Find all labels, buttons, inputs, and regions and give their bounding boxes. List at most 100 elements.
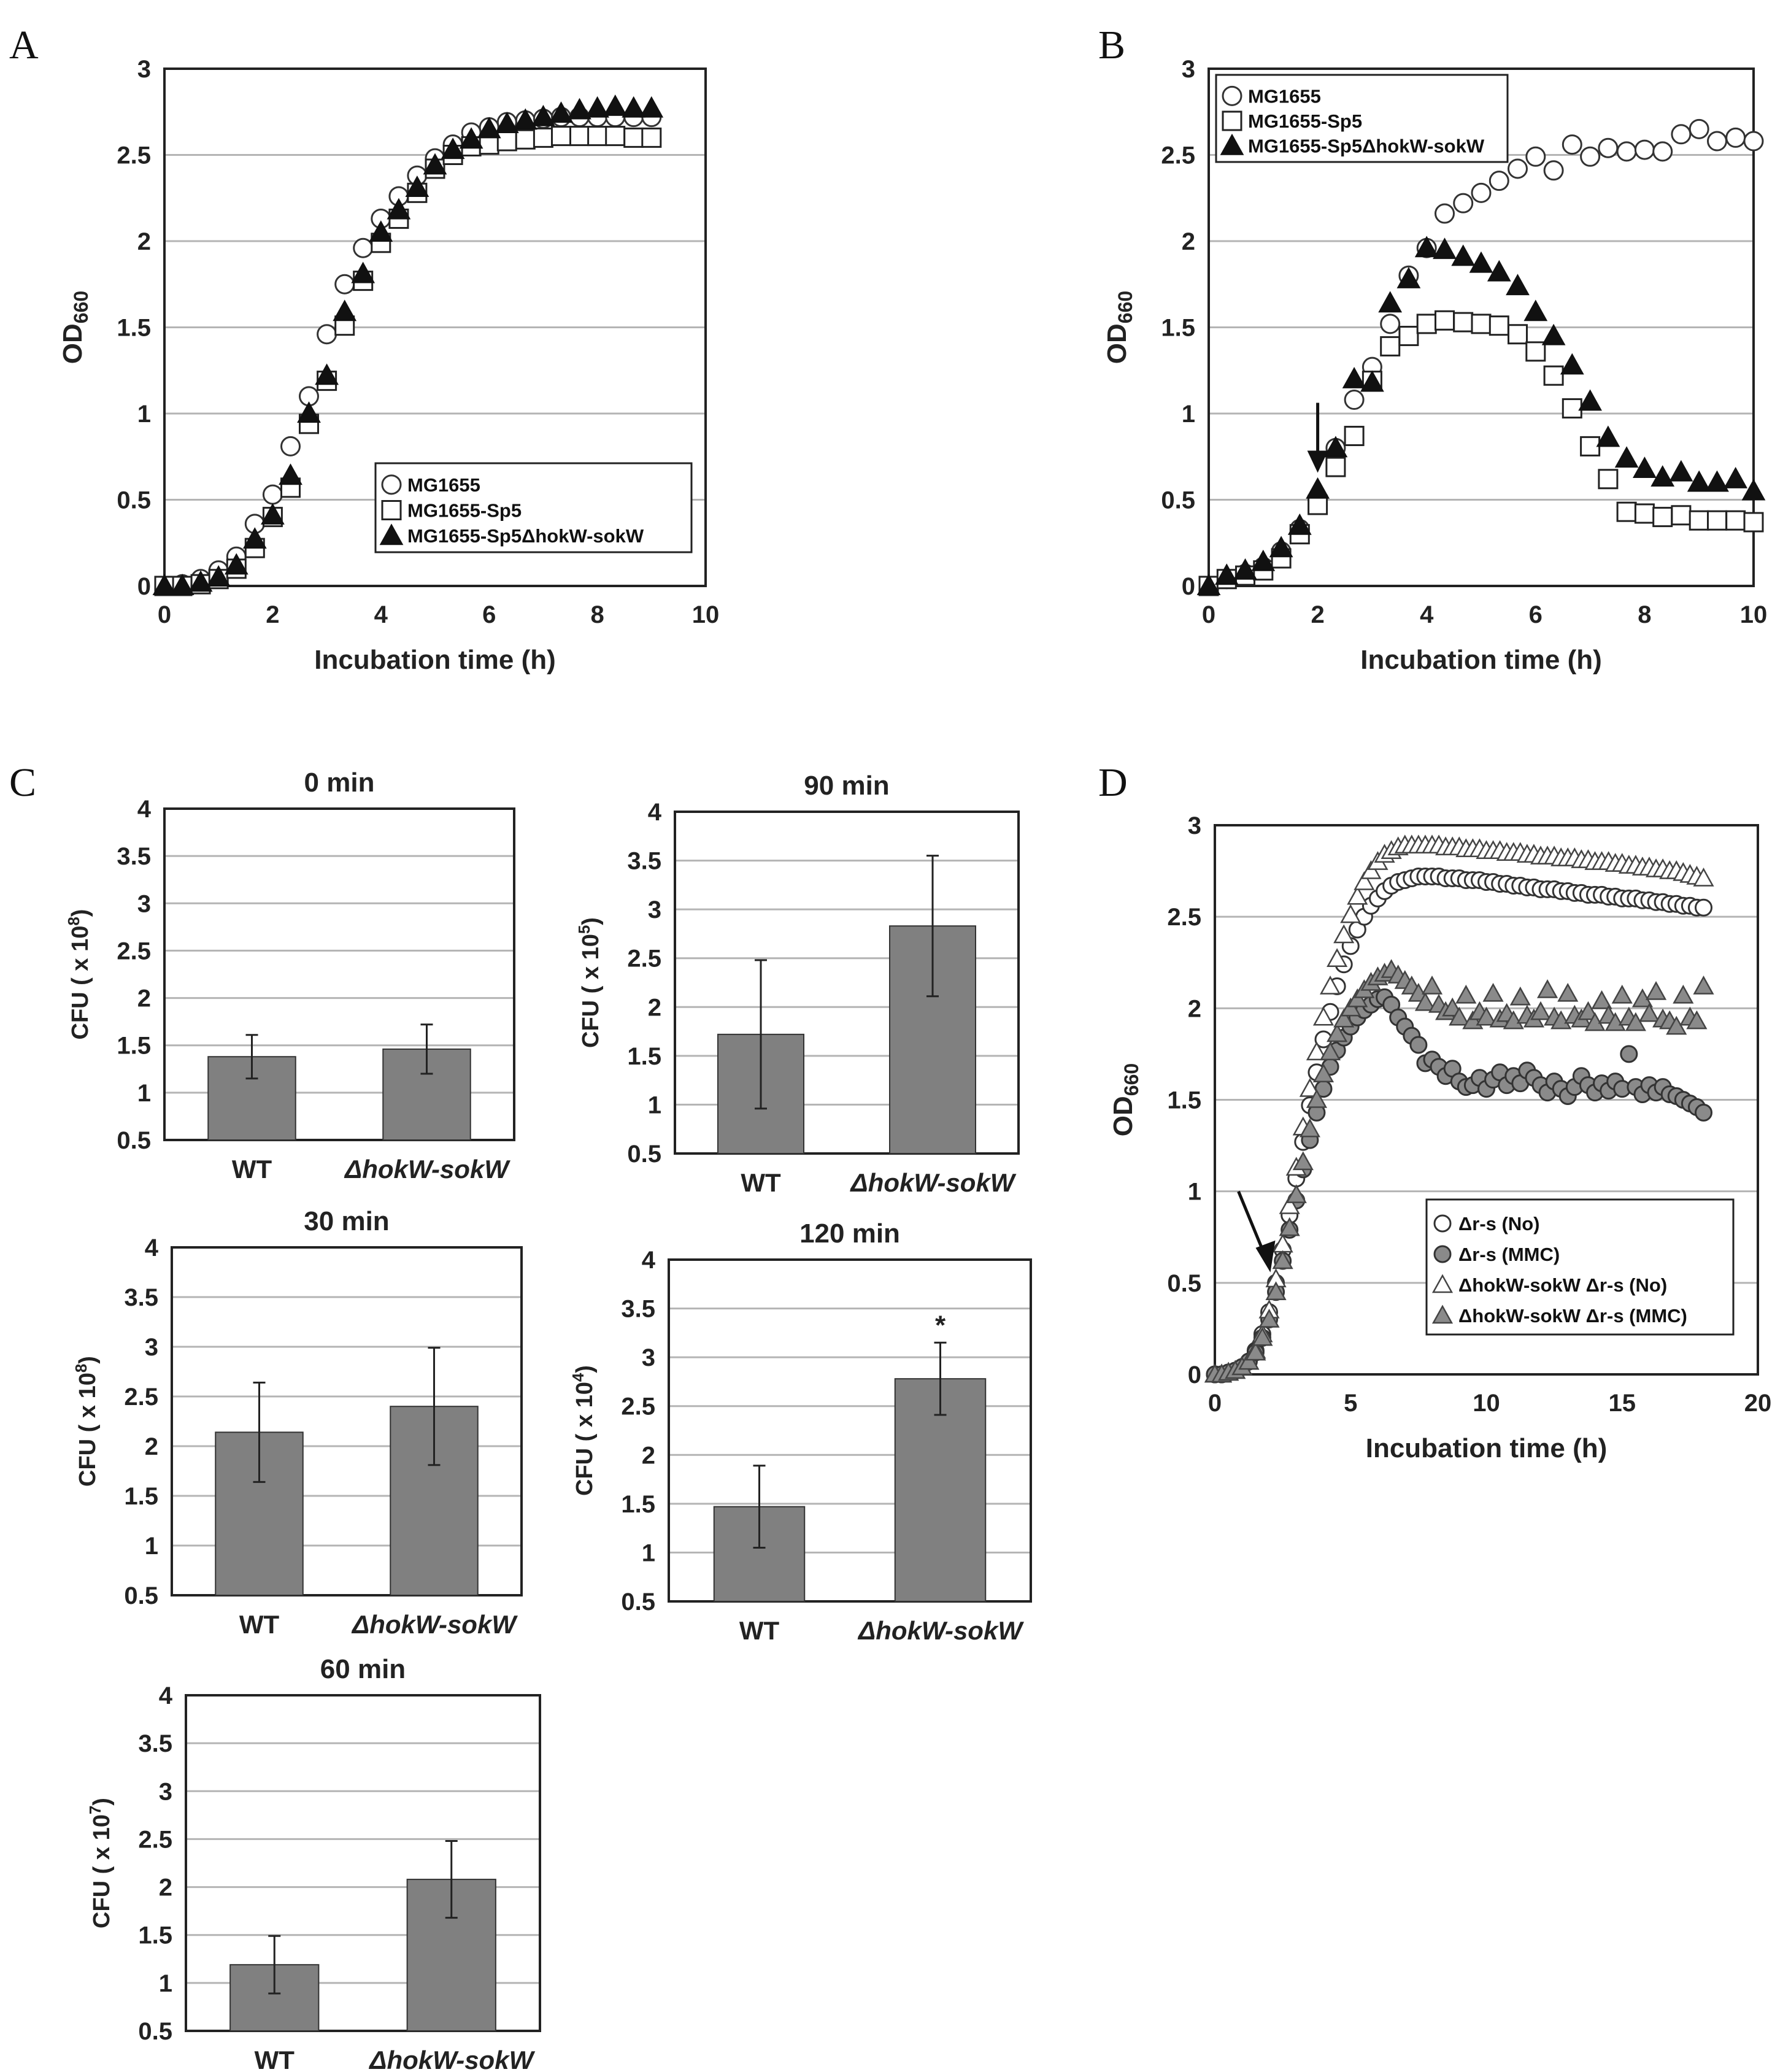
data-point [641, 127, 662, 148]
data-point [1416, 314, 1437, 334]
data-point [1306, 1088, 1328, 1108]
data-point [1634, 139, 1655, 160]
x-tick-label: 2 [1311, 601, 1324, 628]
data-point [549, 101, 573, 123]
data-point [1380, 314, 1401, 334]
data-point [1251, 549, 1276, 571]
data-point [1625, 1012, 1646, 1031]
data-point [1743, 131, 1764, 152]
y-axis-label-main: OD [1108, 1096, 1138, 1136]
y-tick-label: 2.5 [627, 945, 661, 972]
data-point [1562, 398, 1582, 419]
data-point [1347, 988, 1368, 1007]
y-tick-label: 1.5 [124, 1483, 158, 1510]
data-point [1543, 160, 1564, 181]
data-point [1652, 507, 1673, 528]
category-label: ΔhokW-sokW [368, 2046, 535, 2072]
data-point [297, 401, 321, 423]
data-point [1707, 131, 1728, 152]
data-point [1693, 867, 1714, 887]
data-point [1258, 1308, 1280, 1328]
data-point [1272, 1250, 1293, 1269]
y-tick-label: 2.5 [124, 1384, 158, 1411]
legend-marker [1433, 1214, 1452, 1233]
series-2 [152, 94, 664, 596]
y-tick-label: 2.5 [138, 1826, 172, 1853]
legend-marker [379, 523, 404, 545]
y-axis-label: CFU ( x 108) [64, 909, 93, 1040]
y-tick-label: 4 [145, 1234, 159, 1261]
data-point [1287, 513, 1312, 535]
data-point [1550, 1010, 1572, 1030]
y-tick-label: 1 [137, 1080, 151, 1107]
data-point [515, 129, 536, 150]
data-point [1327, 948, 1348, 967]
y-axis-label-main: CFU ( x 10 [89, 1814, 115, 1928]
data-point [1360, 860, 1382, 879]
y-tick-label: 1.5 [117, 1033, 151, 1060]
data-point [1409, 1036, 1428, 1054]
x-tick-label: 8 [590, 601, 604, 628]
down-arrow-icon [1237, 1190, 1276, 1273]
x-tick-label: 2 [266, 601, 279, 628]
y-axis-label-exp: 8 [72, 1364, 90, 1373]
data-point [1214, 563, 1239, 585]
data-point [1580, 146, 1601, 167]
data-point [1741, 479, 1766, 501]
legend-marker [1222, 110, 1242, 131]
data-point [1596, 425, 1620, 447]
data-point [1671, 124, 1692, 145]
x-tick-label: 5 [1344, 1390, 1357, 1417]
data-point [1686, 1010, 1708, 1030]
data-point [587, 126, 608, 147]
category-label: WT [741, 1168, 781, 1197]
data-point [1743, 512, 1764, 533]
data-point [1279, 1217, 1300, 1236]
y-tick-label: 1 [159, 1970, 172, 1997]
data-point [1578, 389, 1602, 411]
y-tick-label: 2 [1188, 995, 1201, 1022]
y-tick-label: 1.5 [627, 1043, 661, 1070]
y-tick-label: 1.5 [1167, 1087, 1201, 1114]
data-point [1306, 477, 1330, 499]
data-point [334, 274, 355, 295]
panel-label-a: A [9, 23, 39, 67]
y-axis-label-sub: 660 [70, 291, 92, 323]
legend-entry: MG1655-Sp5ΔhokW-sokW [407, 525, 644, 547]
y-tick-label: 3 [1182, 56, 1195, 83]
data-point [441, 137, 465, 160]
data-point [1489, 171, 1509, 191]
y-tick-label: 3.5 [124, 1284, 158, 1311]
x-tick-label: 0 [1208, 1390, 1222, 1417]
chart-c-60: 0.5 1 1.5 2 2.5 3 3.5 4 60 min CFU ( x 107) WT Δhok… [86, 1654, 541, 2072]
data-point [1638, 1003, 1660, 1022]
y-tick-label: 0.5 [1161, 487, 1195, 514]
data-point [1285, 1184, 1307, 1203]
data-point [351, 261, 376, 283]
data-point [333, 299, 357, 322]
down-arrow-icon [1307, 402, 1328, 473]
data-point [1312, 1063, 1335, 1082]
y-tick-label: 4 [137, 796, 152, 823]
y-tick-label: 3 [642, 1344, 655, 1371]
data-point [1489, 315, 1509, 336]
y-tick-label: 3 [648, 896, 661, 923]
y-axis-label-exp: 5 [575, 925, 593, 934]
data-point [1299, 1078, 1320, 1097]
data-point [1616, 501, 1637, 522]
data-point [459, 127, 483, 149]
data-point [1421, 976, 1443, 995]
legend: MG1655 MG1655-Sp5 MG1655-Sp5ΔhokW-sokW [1215, 74, 1509, 163]
data-point [603, 94, 628, 116]
legend-entry: Δr-s (No) [1458, 1213, 1540, 1234]
y-axis-label-close: ) [67, 909, 93, 917]
y-tick-label: 1.5 [138, 1922, 172, 1949]
x-tick-label: 4 [1420, 601, 1434, 628]
y-tick-label: 4 [159, 1682, 173, 1709]
data-point [242, 527, 267, 549]
series-3 [1204, 959, 1714, 1383]
y-tick-label: 3 [1188, 812, 1201, 839]
data-point [1634, 503, 1655, 524]
